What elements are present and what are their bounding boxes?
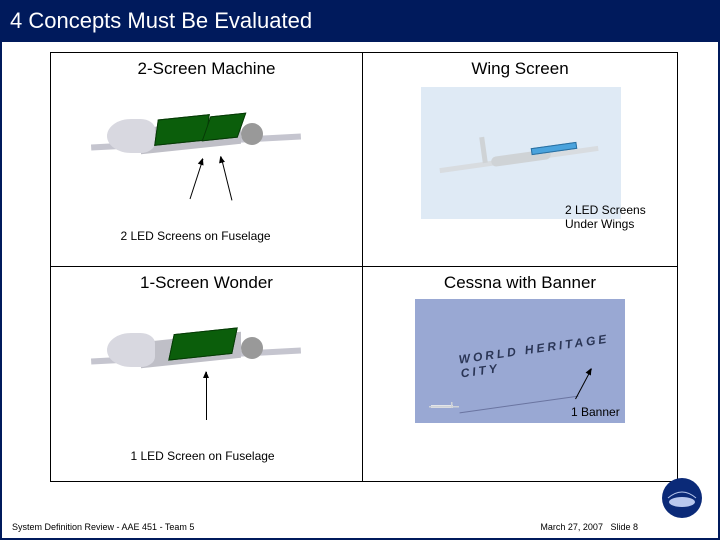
- cessna-icon: [429, 399, 465, 411]
- nose: [107, 119, 155, 153]
- footer-date: March 27, 2007: [540, 522, 603, 532]
- cad-plane-2screen: [101, 83, 301, 193]
- footer-slide: Slide 8: [610, 522, 638, 532]
- banner-line: [460, 396, 579, 414]
- slide-title-bar: 4 Concepts Must Be Evaluated: [2, 2, 718, 42]
- cell-1-screen-wonder: 1-Screen Wonder 1 LED Screen on Fuselage: [50, 266, 364, 482]
- slide-title: 4 Concepts Must Be Evaluated: [10, 8, 312, 33]
- cell-title: Cessna with Banner: [363, 267, 677, 293]
- cell-title: Wing Screen: [363, 53, 677, 79]
- team-logo-icon: [660, 476, 704, 520]
- drone-photo: [421, 87, 621, 219]
- prop: [241, 337, 263, 359]
- drone-tail: [479, 136, 488, 162]
- concept-grid: 2-Screen Machine 2 LED Screens on Fusela…: [50, 52, 676, 480]
- caption: 2 LED Screens Under Wings: [565, 203, 665, 231]
- caption: 2 LED Screens on Fuselage: [121, 229, 271, 243]
- caption: 1 Banner: [571, 405, 620, 419]
- cell-wing-screen: Wing Screen 2 LED Screens Under Wings: [362, 52, 678, 268]
- arrow: [206, 372, 207, 420]
- nose: [107, 333, 155, 367]
- banner-text: WORLD HERITAGE CITY: [458, 330, 626, 381]
- cell-cessna-banner: Cessna with Banner WORLD HERITAGE CITY 1…: [362, 266, 678, 482]
- slide-footer: System Definition Review - AAE 451 - Tea…: [12, 522, 708, 532]
- cell-2-screen-machine: 2-Screen Machine 2 LED Screens on Fusela…: [50, 52, 364, 268]
- cad-plane-1screen: [101, 297, 301, 407]
- cell-title: 2-Screen Machine: [51, 53, 363, 79]
- prop: [241, 123, 263, 145]
- footer-left: System Definition Review - AAE 451 - Tea…: [12, 522, 194, 532]
- caption: 1 LED Screen on Fuselage: [131, 449, 275, 463]
- cell-title: 1-Screen Wonder: [51, 267, 363, 293]
